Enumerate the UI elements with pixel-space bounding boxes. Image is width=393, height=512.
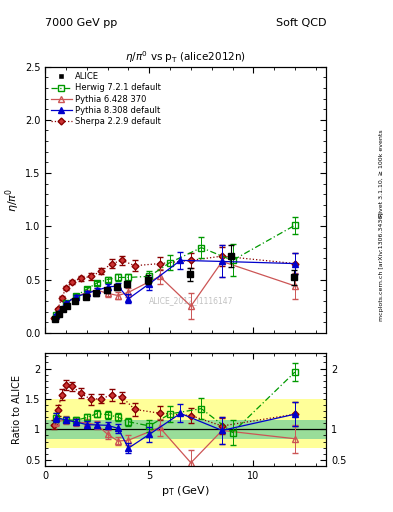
X-axis label: $\mathrm{p_T}$ (GeV): $\mathrm{p_T}$ (GeV) [162, 483, 210, 498]
Text: ALICE_2012_I1116147: ALICE_2012_I1116147 [149, 296, 233, 305]
Y-axis label: Ratio to ALICE: Ratio to ALICE [12, 375, 22, 444]
Text: Rivet 3.1.10, ≥ 100k events: Rivet 3.1.10, ≥ 100k events [379, 129, 384, 217]
Text: 7000 GeV pp: 7000 GeV pp [45, 18, 118, 28]
Y-axis label: $\eta/\pi^0$: $\eta/\pi^0$ [4, 187, 22, 212]
Title: $\eta/\pi^0$ vs $\mathrm{p_T}$ (alice2012n): $\eta/\pi^0$ vs $\mathrm{p_T}$ (alice201… [125, 49, 246, 65]
Bar [45, 420, 326, 438]
Text: Soft QCD: Soft QCD [276, 18, 326, 28]
Bar [45, 399, 326, 447]
Legend: ALICE, Herwig 7.2.1 default, Pythia 6.428 370, Pythia 8.308 default, Sherpa 2.2.: ALICE, Herwig 7.2.1 default, Pythia 6.42… [50, 71, 163, 127]
Text: mcplots.cern.ch [arXiv:1306.3436]: mcplots.cern.ch [arXiv:1306.3436] [379, 212, 384, 321]
